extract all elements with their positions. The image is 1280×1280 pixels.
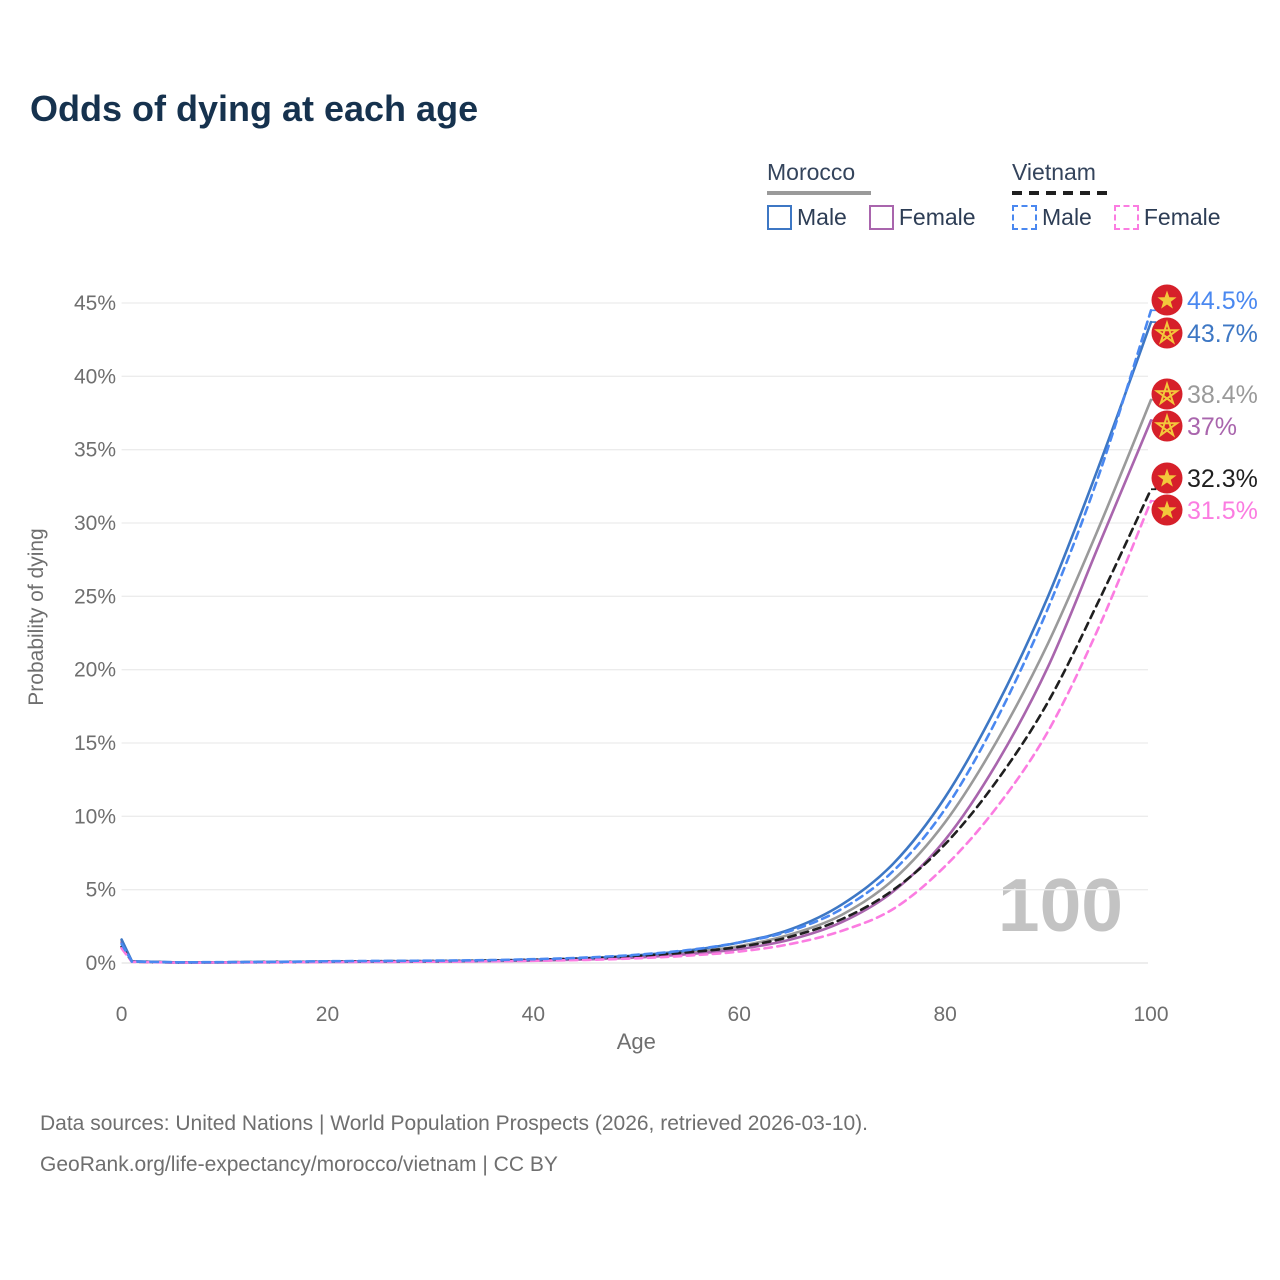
x-tick-label: 40 <box>522 1003 545 1026</box>
series-line-vietnam-female <box>120 499 1153 964</box>
chart-title: Odds of dying at each age <box>30 88 479 129</box>
morocco-flag-star-icon <box>1153 380 1181 406</box>
end-label-value: 44.5% <box>1187 287 1258 315</box>
legend-group-vietnam: Vietnam Male Female <box>1012 159 1221 231</box>
y-tick-label: 25% <box>74 585 116 608</box>
legend-swatch-vietnam-female-icon <box>1113 205 1139 230</box>
y-tick-label: 30% <box>74 512 116 535</box>
legend-item-morocco-female[interactable]: Female <box>868 204 976 231</box>
y-tick-label: 0% <box>86 952 116 975</box>
series-line-morocco-total <box>120 398 1153 964</box>
x-tick-label: 80 <box>933 1003 956 1026</box>
end-label-value: 38.4% <box>1187 381 1258 409</box>
series-line-vietnam-male <box>120 309 1153 964</box>
morocco-flag-icon <box>1151 410 1183 442</box>
legend-item-label: Male <box>797 204 847 230</box>
morocco-flag-icon <box>1151 317 1183 349</box>
x-tick-label: 100 <box>1133 1003 1168 1026</box>
x-tick-label: 0 <box>116 1003 128 1026</box>
y-tick-label: 35% <box>74 439 116 462</box>
legend-country-vietnam[interactable]: Vietnam <box>1012 159 1096 185</box>
y-tick-label: 20% <box>74 659 116 682</box>
x-tick-label: 20 <box>316 1003 339 1026</box>
legend-country-morocco[interactable]: Morocco <box>767 159 856 185</box>
legend-group-morocco: Morocco Male Female <box>767 159 976 231</box>
series-line-morocco-male <box>120 320 1153 964</box>
vietnam-flag-star-icon <box>1157 290 1177 309</box>
legend-item-label: Female <box>898 204 976 230</box>
age-counter-watermark: 100 <box>997 863 1123 947</box>
legend-item-label: Male <box>1042 204 1092 230</box>
legend-swatch-vietnam-male-icon <box>1012 205 1037 230</box>
end-label-value: 43.7% <box>1187 320 1258 348</box>
y-tick-label: 10% <box>74 805 116 828</box>
end-label-value: 31.5% <box>1187 497 1258 525</box>
legend-underline-morocco <box>767 191 871 195</box>
y-axis-title: Probability of dying <box>25 528 48 705</box>
vietnam-flag-star-icon <box>1157 500 1177 519</box>
footer-attribution: GeoRank.org/life-expectancy/morocco/viet… <box>40 1153 558 1176</box>
y-tick-label: 45% <box>74 292 116 315</box>
legend-item-vietnam-male[interactable]: Male <box>1012 204 1092 231</box>
end-label-value: 37% <box>1187 413 1237 441</box>
y-tick-label: 5% <box>86 879 116 902</box>
footer-data-sources: Data sources: United Nations | World Pop… <box>40 1112 869 1135</box>
end-label-value: 32.3% <box>1187 465 1258 493</box>
x-axis-title: Age <box>617 1029 656 1054</box>
legend-item-morocco-male[interactable]: Male <box>767 204 847 231</box>
series-line-morocco-female <box>120 419 1153 964</box>
morocco-flag-icon <box>1151 378 1183 410</box>
legend-swatch-morocco-female-icon <box>868 205 894 230</box>
legend-item-vietnam-female[interactable]: Female <box>1113 204 1221 231</box>
y-tick-label: 15% <box>74 732 116 755</box>
vietnam-flag-star-icon <box>1157 468 1177 487</box>
morocco-flag-star-icon <box>1153 412 1181 438</box>
legend-underline-vietnam <box>1012 191 1111 195</box>
x-tick-label: 60 <box>728 1003 751 1026</box>
morocco-flag-star-icon <box>1153 319 1181 345</box>
legend-swatch-morocco-male-icon <box>767 205 792 230</box>
series-line-vietnam-total <box>120 487 1153 964</box>
legend-item-label: Female <box>1143 204 1221 230</box>
footer: Data sources: United Nations | World Pop… <box>40 1103 868 1185</box>
y-tick-label: 40% <box>74 365 116 388</box>
